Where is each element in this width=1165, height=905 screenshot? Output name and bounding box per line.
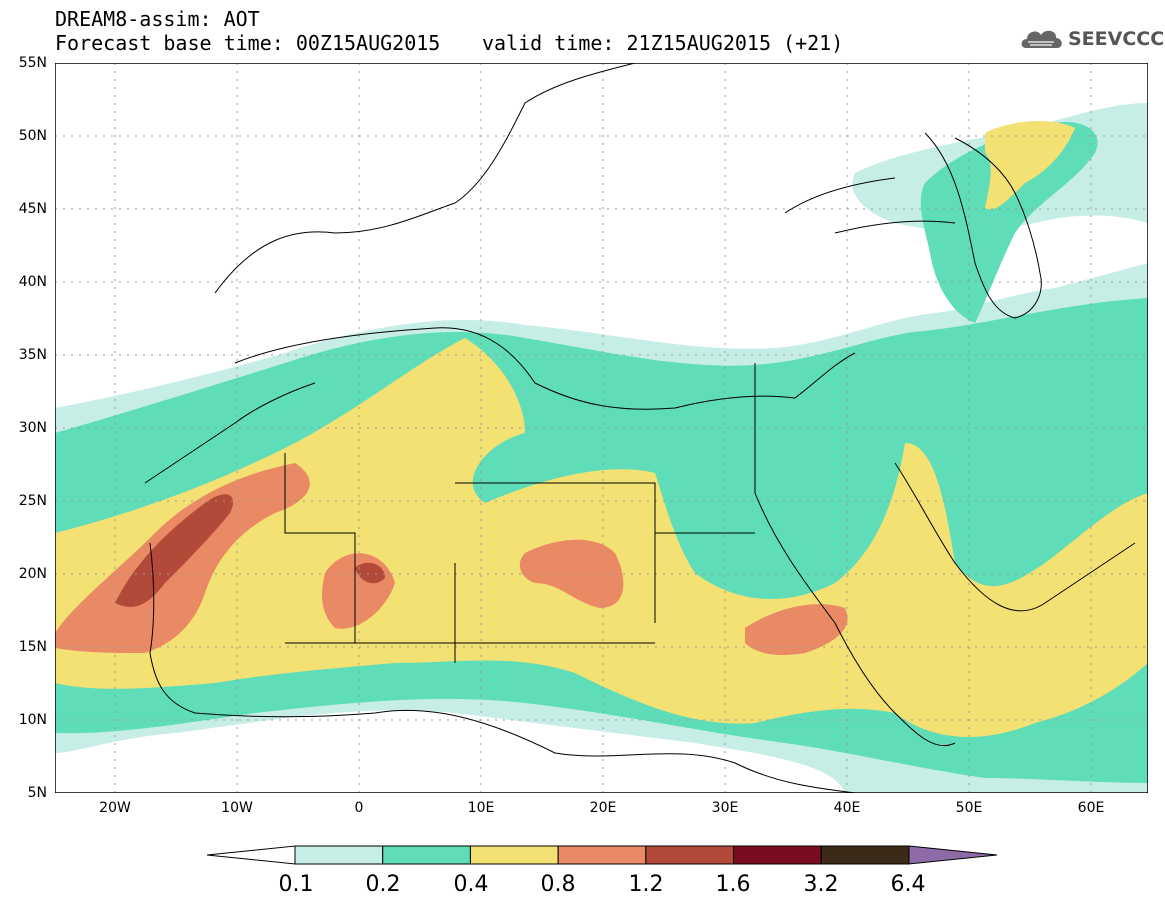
lat-label: 50N xyxy=(18,128,47,144)
forecast-base-time: Forecast base time: 00Z15AUG2015 xyxy=(55,31,441,55)
lon-label: 30E xyxy=(711,800,739,816)
coastlines xyxy=(144,63,1136,793)
lat-label: 10N xyxy=(18,712,47,728)
seevccc-logo: SEEVCCC xyxy=(1018,22,1164,56)
aot-band-08-chad xyxy=(519,539,624,608)
lat-label: 55N xyxy=(18,55,47,71)
lat-label: 25N xyxy=(18,493,47,509)
aot-band-08-sudan xyxy=(745,604,848,655)
colorbar xyxy=(207,845,997,865)
colorbar-segment xyxy=(557,845,647,865)
lat-label: 30N xyxy=(18,420,47,436)
lat-label: 20N xyxy=(18,566,47,582)
colorbar-segment xyxy=(294,845,384,865)
colorbar-segment xyxy=(382,845,471,865)
aot-band-12 xyxy=(115,494,234,607)
colorbar-label: 0.4 xyxy=(453,872,489,897)
lat-label: 15N xyxy=(18,639,47,655)
colorbar-segment xyxy=(733,845,822,865)
colorbar-label: 0.1 xyxy=(278,872,314,897)
valid-time: valid time: 21Z15AUG2015 (+21) xyxy=(482,31,844,55)
lat-label: 5N xyxy=(27,785,47,801)
lon-label: 10W xyxy=(221,800,253,816)
lat-label: 45N xyxy=(18,201,47,217)
colorbar-under-triangle xyxy=(207,845,296,865)
colorbar-label: 1.6 xyxy=(715,872,751,897)
lon-label: 10E xyxy=(467,800,495,816)
aot-band-04-north xyxy=(985,121,1075,210)
cloud-icon xyxy=(1021,30,1062,48)
colorbar-segment xyxy=(469,845,559,865)
colorbar-over-triangle xyxy=(908,845,997,865)
map-title: DREAM8-assim: AOT xyxy=(55,7,260,31)
lon-label: 20E xyxy=(589,800,617,816)
colorbar-segment xyxy=(820,845,910,865)
colorbar-label: 0.2 xyxy=(365,872,401,897)
colorbar-segment xyxy=(645,845,735,865)
aot-map xyxy=(55,63,1148,793)
aot-band-02-caspian xyxy=(920,122,1098,323)
logo-text: SEEVCCC xyxy=(1068,28,1165,50)
aot-band-12-b xyxy=(355,562,385,584)
lat-label: 40N xyxy=(18,274,47,290)
colorbar-label: 3.2 xyxy=(803,872,839,897)
graticule xyxy=(55,63,1148,793)
lon-label: 20W xyxy=(99,800,131,816)
lon-label: 0 xyxy=(354,800,364,816)
aot-field xyxy=(55,103,1148,793)
lon-label: 50E xyxy=(955,800,983,816)
aot-band-04 xyxy=(55,338,1148,737)
lon-label: 40E xyxy=(833,800,861,816)
colorbar-label: 1.2 xyxy=(628,872,664,897)
colorbar-label: 0.8 xyxy=(540,872,576,897)
colorbar-label: 6.4 xyxy=(890,872,926,897)
lat-label: 35N xyxy=(18,347,47,363)
lon-label: 60E xyxy=(1077,800,1105,816)
